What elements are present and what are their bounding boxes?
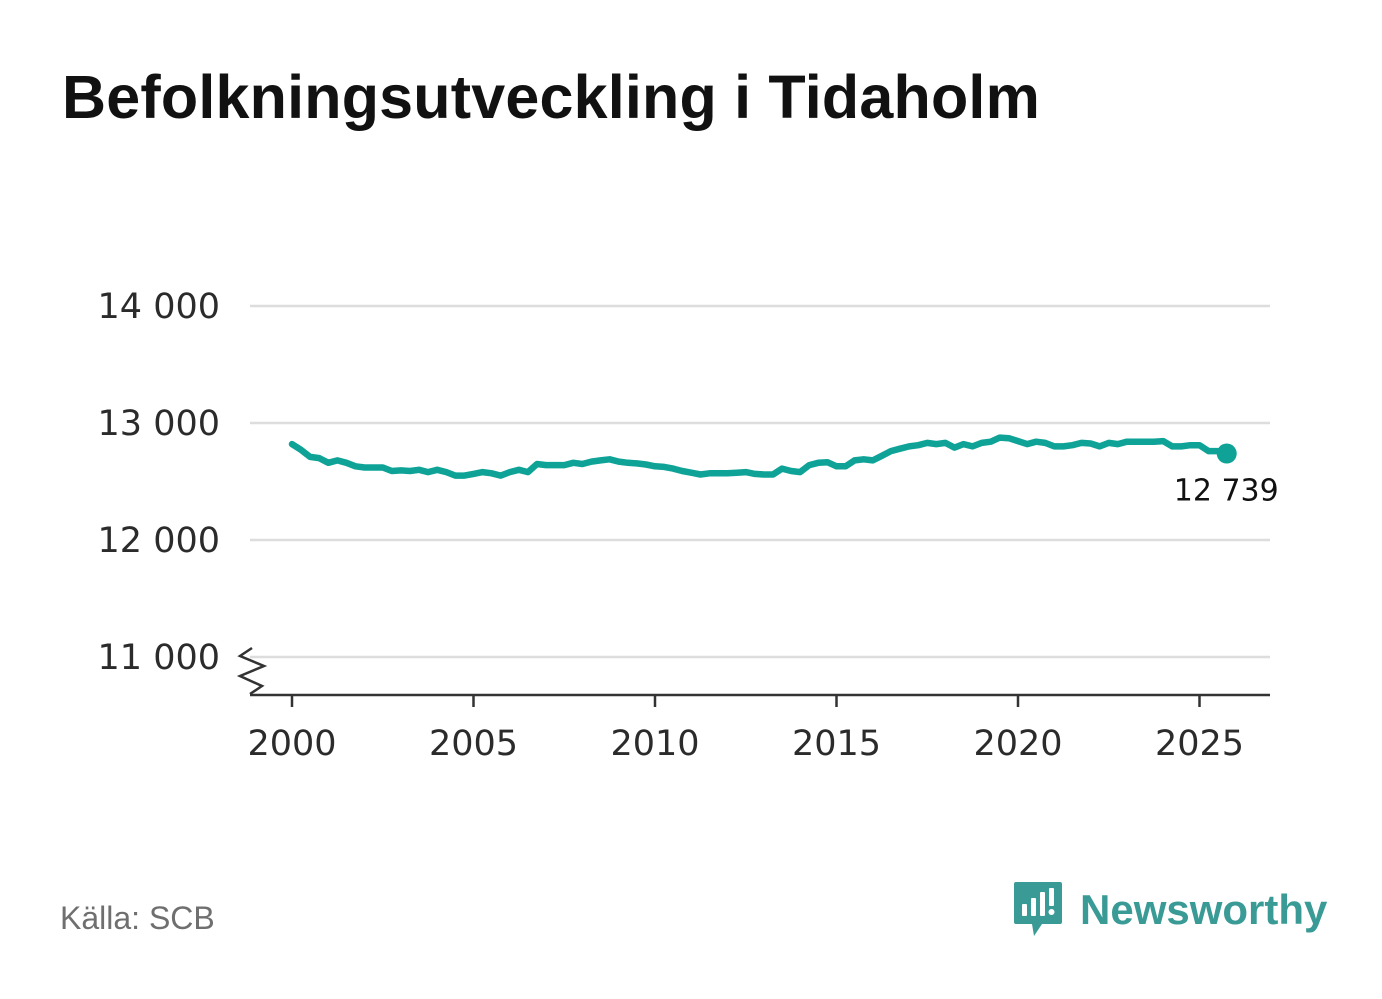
x-tick-label: 2020	[973, 724, 1062, 764]
end-point-marker	[1216, 443, 1237, 464]
y-tick-label: 12 000	[98, 521, 220, 561]
newsworthy-logo-icon	[1014, 882, 1062, 936]
axis-break-icon	[236, 646, 268, 696]
x-tick-label: 2015	[792, 724, 881, 764]
y-tick-label: 11 000	[98, 638, 220, 678]
end-value-label: 12 739	[1174, 474, 1279, 509]
chart-title: Befolkningsutveckling i Tidaholm	[62, 63, 1041, 131]
x-tick-label: 2000	[247, 724, 336, 764]
gridlines	[250, 304, 1270, 659]
population-line	[288, 434, 1230, 479]
x-axis-ticks: 2000 2005 2010 2015 2020 2025	[247, 695, 1244, 764]
brand-name: Newsworthy	[1080, 886, 1328, 933]
x-tick-label: 2025	[1155, 724, 1244, 764]
x-tick-label: 2010	[610, 724, 699, 764]
source-text: Källa: SCB	[60, 900, 215, 936]
y-axis-ticks: 11 000 12 000 13 000 14 000	[98, 287, 220, 678]
brand-logo: Newsworthy	[1012, 880, 1327, 940]
y-tick-label: 13 000	[98, 404, 220, 444]
y-tick-label: 14 000	[98, 287, 220, 327]
x-tick-label: 2005	[429, 724, 518, 764]
